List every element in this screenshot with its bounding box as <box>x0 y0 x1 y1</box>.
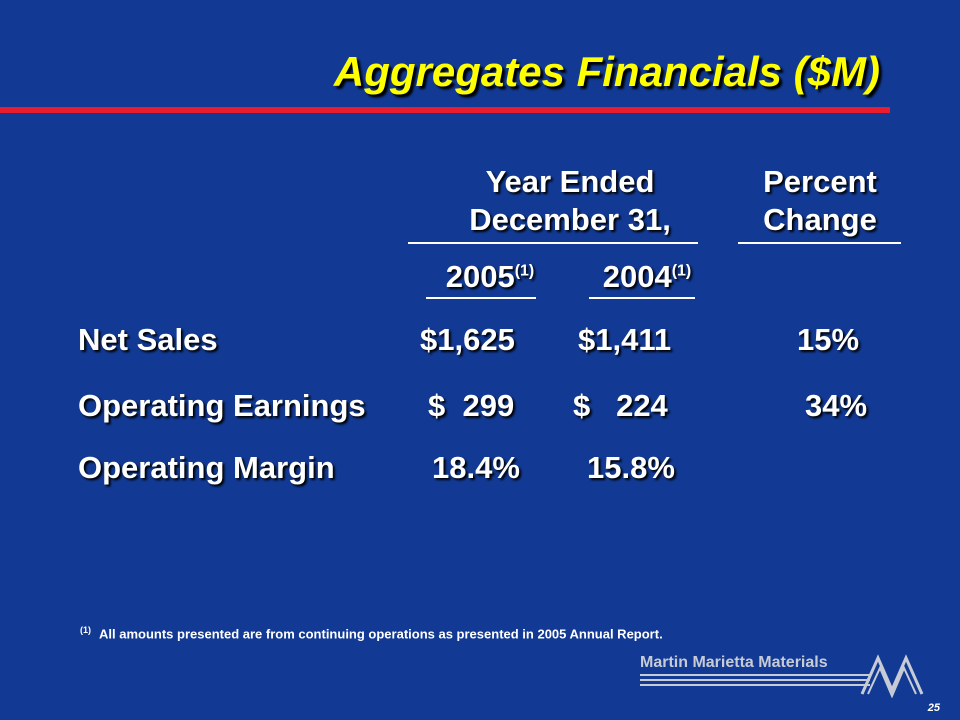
year-2005-underline <box>426 297 536 299</box>
header-year-ended-line2: December 31, <box>469 202 671 237</box>
header-percent-line1: Percent <box>763 164 877 199</box>
row-operating-margin-label: Operating Margin <box>78 450 335 485</box>
footnote-text: All amounts presented are from continuin… <box>99 626 663 642</box>
header-percent-change: Percent Change <box>735 163 905 239</box>
page-title: Aggregates Financials ($M) <box>333 48 880 95</box>
row-net-sales-change: 15% <box>797 322 860 357</box>
year-2004-underline <box>589 297 695 299</box>
row-net-sales-2005: $1,625 <box>420 322 515 357</box>
row-net-sales-label: Net Sales <box>78 322 218 357</box>
row-operating-margin-2005: 18.4% <box>432 450 520 485</box>
header-percent-line2: Change <box>763 202 877 237</box>
header-year-ended: Year Ended December 31, <box>420 163 720 239</box>
row-operating-earnings-2005: $ 299 <box>428 388 515 423</box>
header-2004: 2004(1) <box>587 258 707 296</box>
header-2005: 2005(1) <box>430 258 550 296</box>
footnote-marker: (1) <box>80 625 91 635</box>
header-2005-label: 2005 <box>445 259 515 294</box>
row-operating-earnings-label: Operating Earnings <box>78 388 366 423</box>
percent-change-underline <box>738 242 901 244</box>
page-number: 25 <box>927 702 940 714</box>
footnote: (1) All amounts presented are from contin… <box>80 625 663 641</box>
title-rule <box>0 107 890 113</box>
header-2005-footnote-marker: (1) <box>514 262 535 280</box>
year-ended-underline <box>408 242 698 244</box>
company-logo-text: Martin Marietta Materials <box>640 654 828 671</box>
row-operating-margin-2004: 15.8% <box>587 450 675 485</box>
header-year-ended-line1: Year Ended <box>485 164 655 199</box>
header-2004-footnote-marker: (1) <box>671 262 692 280</box>
row-operating-earnings-change: 34% <box>805 388 868 423</box>
mountain-logo-icon <box>860 654 924 698</box>
logo-underlines <box>640 674 870 689</box>
row-operating-earnings-2004: $ 224 <box>573 388 668 423</box>
header-2004-label: 2004 <box>602 259 672 294</box>
row-net-sales-2004: $1,411 <box>578 322 672 357</box>
